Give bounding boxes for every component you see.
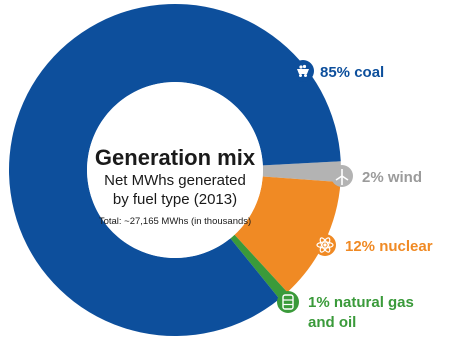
donut-center: Generation mix Net MWhs generated by fue…: [95, 145, 256, 227]
chart-subtitle-line-1: Net MWhs generated: [104, 172, 246, 189]
chart-title: Generation mix: [95, 145, 256, 170]
chart-total-note: Total: ~27,165 MWhs (in thousands): [99, 216, 251, 227]
legend-label-coal: 85% coal: [320, 64, 384, 81]
legend-wind: 2% wind: [331, 165, 422, 187]
donut-slice-coal-cart: [8, 4, 341, 337]
legend-nuclear: 12% nuclear: [314, 234, 433, 256]
donut-slice-atom: [234, 176, 341, 293]
legend-label-nuclear: 12% nuclear: [345, 238, 433, 255]
donut-slices: [8, 4, 341, 337]
legend-label-natural-gas-line-2: and oil: [308, 314, 356, 331]
donut-slice-wind-turbine: [262, 161, 341, 183]
donut-hole: [87, 82, 263, 258]
gas-barrel-icon: [277, 291, 299, 313]
legend-natural-gas-oil: 1% natural gas and oil: [277, 291, 414, 331]
wind-turbine-icon: [331, 165, 353, 187]
legend-label-wind: 2% wind: [362, 169, 422, 186]
chart-subtitle-line-2: by fuel type (2013): [113, 191, 237, 208]
coal-cart-icon: [292, 60, 314, 82]
legend-coal: 85% coal: [292, 60, 384, 82]
legend-label-natural-gas-line-1: 1% natural gas: [308, 294, 414, 311]
donut-slice-gas-barrel: [230, 234, 288, 300]
atom-icon: [314, 234, 336, 256]
